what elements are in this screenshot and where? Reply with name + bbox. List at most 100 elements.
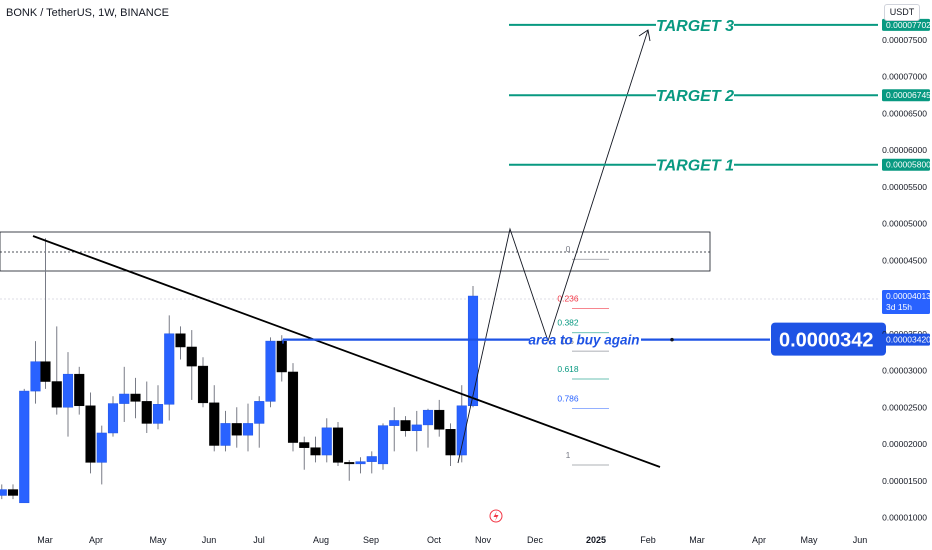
candle: [310, 436, 321, 463]
candle-body-up: [456, 405, 467, 456]
lightning-icon[interactable]: [489, 509, 503, 523]
time-tick-label: Jun: [853, 535, 868, 545]
price-badge: [882, 158, 930, 171]
fib-retracement: 0 0.236 0.382 0.5 0.618 0.786 1: [557, 244, 609, 466]
candle: [422, 408, 434, 448]
candle-body-up: [389, 420, 400, 426]
candle: [186, 330, 197, 400]
target-lines: TARGET 3 TARGET 2 TARGET 1: [509, 18, 878, 175]
candle: [209, 385, 220, 452]
candle-body-down: [445, 429, 456, 456]
price-axis-panel[interactable]: [878, 0, 932, 530]
time-tick-label: Mar: [37, 535, 53, 545]
price-tick-label: 0.00007000: [882, 72, 927, 82]
fib-level-label: 0.382: [557, 318, 579, 328]
candle: [265, 337, 276, 408]
target-label: TARGET 2: [656, 88, 734, 105]
price-badge-text: 0.00006745: [886, 90, 931, 100]
price-tick-label: 0.00006000: [882, 145, 927, 155]
candle: [411, 410, 422, 452]
candle: [377, 423, 389, 470]
price-badge: [882, 89, 930, 102]
price-badge-text: 0.00007702: [886, 20, 931, 30]
time-axis-labels: Mar Apr May Jun Jul Aug Sep Oct Nov Dec 2025 Feb Mar…: [37, 535, 867, 545]
candle-body-down: [40, 361, 51, 382]
candle-body-down: [434, 409, 445, 430]
time-tick-label: Sep: [363, 535, 379, 545]
time-tick-label: May: [149, 535, 167, 545]
candle: [197, 357, 209, 408]
fib-level-label: 0.236: [557, 293, 579, 303]
candle: [130, 377, 141, 419]
buy-zone-anchor: [670, 337, 674, 342]
time-tick-label: Nov: [475, 535, 492, 545]
time-tick-label: Apr: [752, 535, 766, 545]
candle-body-up: [62, 373, 74, 408]
candle-body-up: [96, 432, 107, 463]
price-badge-text: 0.00005800: [886, 160, 931, 170]
candle-body-down: [400, 420, 411, 432]
price-tick-label: 0.00001000: [882, 513, 927, 523]
descending-trendline: [32, 235, 661, 468]
candle: [456, 385, 467, 463]
candle-body-up: [119, 393, 130, 404]
candle: [0, 484, 7, 500]
candle-body-down: [276, 340, 287, 373]
candle: [254, 396, 265, 448]
time-tick-label: 2025: [586, 535, 606, 545]
candles-layer: [0, 238, 479, 504]
candle-body-down: [85, 405, 96, 463]
candle-body-down: [186, 346, 197, 367]
price-tick-label: 0.00004500: [882, 255, 927, 265]
price-tick-label: 0.00003000: [882, 366, 927, 376]
price-tick-label: 0.00001500: [882, 476, 927, 486]
candle-body-up: [152, 404, 164, 424]
candle: [445, 423, 456, 467]
candle-body-down: [344, 462, 355, 465]
time-tick-label: May: [800, 535, 818, 545]
candle: [74, 366, 85, 415]
candle: [231, 407, 242, 448]
supply-zone-box: [0, 231, 711, 272]
candle-body-up: [355, 461, 366, 465]
candle: [119, 366, 130, 422]
time-tick-label: Mar: [689, 535, 705, 545]
price-tick-label: 0.00007500: [882, 35, 927, 45]
candle: [164, 315, 175, 421]
candle: [51, 326, 62, 415]
candle: [40, 238, 51, 389]
candle-body-down: [197, 365, 209, 404]
candle-body-down: [332, 427, 344, 463]
candle-body-down: [175, 333, 186, 348]
candle-body-up: [321, 427, 332, 456]
candle: [141, 381, 152, 433]
candle: [62, 352, 74, 437]
candle-body-up: [30, 361, 41, 392]
candle-body-up: [0, 489, 7, 496]
currency-button[interactable]: USDT: [884, 4, 920, 21]
time-tick-label: Jul: [253, 535, 265, 545]
symbol-header: BONK / TetherUS, 1W, BINANCE: [6, 7, 170, 19]
candle: [85, 392, 96, 474]
candle: [332, 421, 344, 467]
candle: [30, 341, 41, 404]
candle-body-up: [254, 401, 265, 424]
price-tick-label: 0.00002000: [882, 439, 927, 449]
candle-body-down: [74, 373, 85, 407]
fib-level-label: 0.5: [562, 336, 574, 346]
projection-arrowhead: [638, 29, 651, 42]
projection-path: [457, 29, 649, 464]
time-tick-label: Jun: [202, 535, 217, 545]
price-tick-label: 0.00002500: [882, 402, 927, 412]
price-badge: [882, 333, 930, 346]
candle-body-up: [164, 333, 175, 405]
candle-body-down: [7, 489, 19, 496]
candle: [287, 363, 299, 452]
candle: [400, 416, 411, 437]
candle-body-up: [19, 390, 30, 504]
candle-body-up: [467, 295, 479, 407]
buy-zone-callout-box: [771, 322, 886, 356]
candle: [107, 396, 119, 437]
target-label: TARGET 3: [656, 18, 734, 35]
